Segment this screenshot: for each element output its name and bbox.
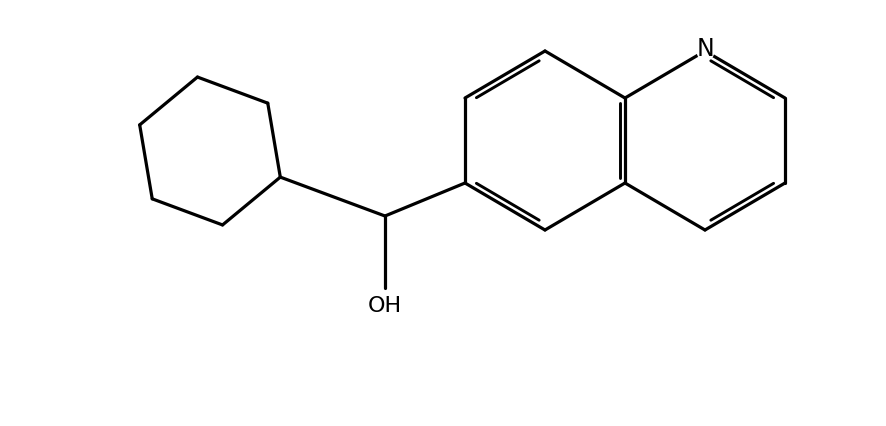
Text: OH: OH: [368, 296, 402, 316]
Text: N: N: [696, 37, 714, 61]
